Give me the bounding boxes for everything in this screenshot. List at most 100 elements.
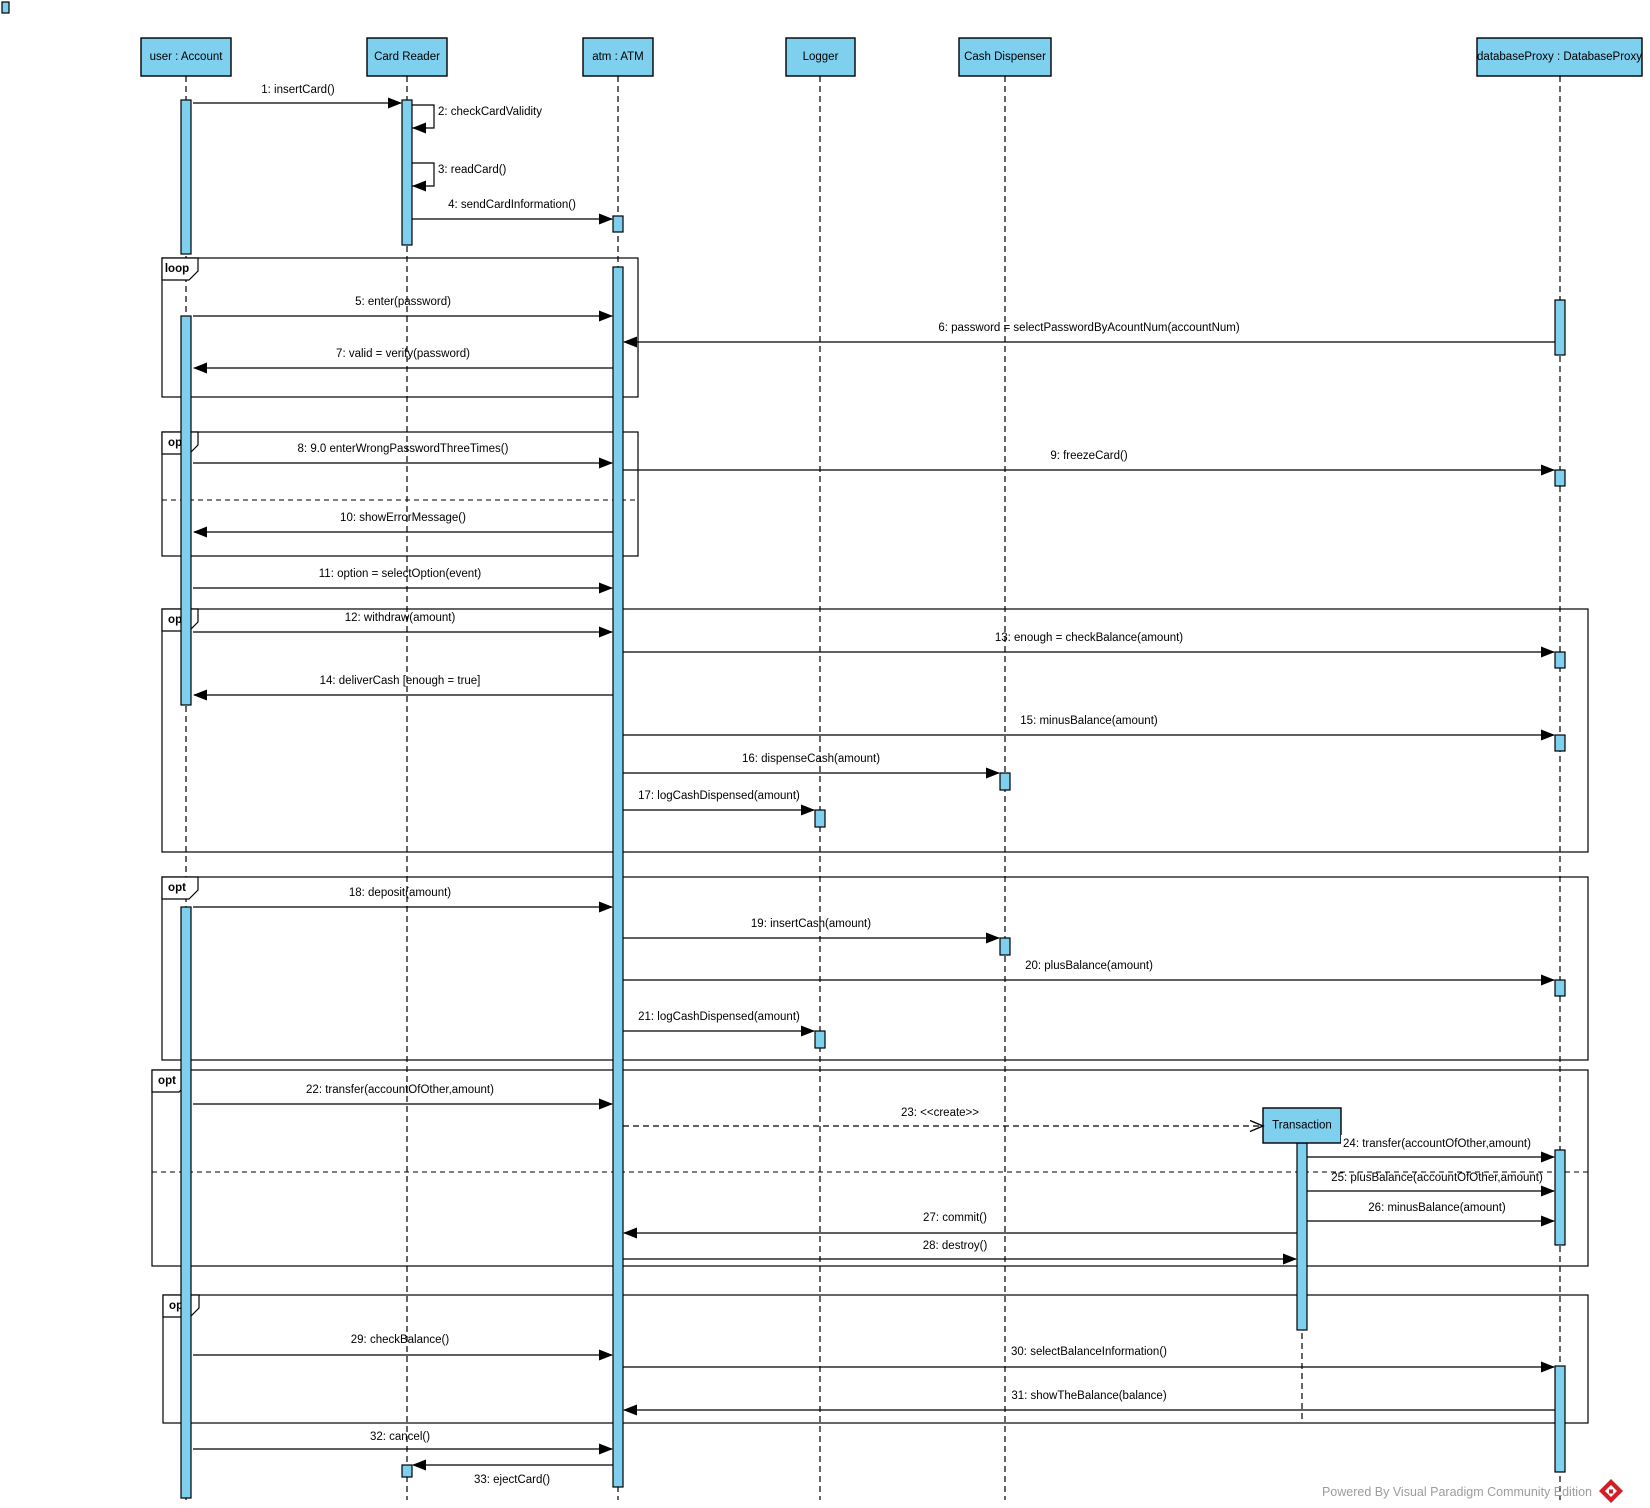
message-29-label: 29: checkBalance() bbox=[351, 1334, 450, 1346]
lifeline-logger[interactable]: Logger bbox=[785, 37, 856, 77]
activation-database-proxy-13[interactable] bbox=[1554, 651, 1566, 669]
message-9[interactable]: 9: freezeCard() bbox=[623, 450, 1555, 476]
message-1[interactable]: 1: insertCard() bbox=[193, 84, 402, 109]
message-31[interactable]: 31: showTheBalance(balance) bbox=[623, 1390, 1555, 1416]
message-25[interactable]: 25: plusBalance(accountOfOther,amount) bbox=[1307, 1172, 1555, 1197]
activation-database-proxy-16[interactable] bbox=[1554, 1149, 1566, 1246]
activation-cash-dispenser-9[interactable] bbox=[999, 772, 1011, 791]
visual-paradigm-logo-icon bbox=[1599, 1479, 1623, 1503]
message-21-label: 21: logCashDispensed(amount) bbox=[638, 1011, 800, 1023]
message-14-label: 14: deliverCash [enough = true] bbox=[320, 675, 481, 687]
message-7[interactable]: 7: valid = verify(password) bbox=[193, 348, 613, 374]
message-22-label: 22: transfer(accountOfOther,amount) bbox=[306, 1084, 494, 1096]
lifeline-card-reader[interactable]: Card Reader bbox=[366, 37, 448, 77]
message-7-label: 7: valid = verify(password) bbox=[336, 348, 470, 360]
message-30-label: 30: selectBalanceInformation() bbox=[1011, 1346, 1167, 1358]
lifeline-atm[interactable]: atm : ATM bbox=[582, 37, 654, 77]
message-11[interactable]: 11: option = selectOption(event) bbox=[193, 568, 613, 594]
activation-logger-7[interactable] bbox=[814, 809, 826, 828]
message-13[interactable]: 13: enough = checkBalance(amount) bbox=[623, 632, 1555, 658]
message-19[interactable]: 19: insertCash(amount) bbox=[623, 918, 1000, 944]
lifeline-user[interactable]: user : Account bbox=[140, 37, 232, 77]
lifeline-label: Logger bbox=[803, 51, 839, 63]
lifeline-label: Cash Dispenser bbox=[964, 51, 1046, 63]
message-18[interactable]: 18: deposit(amount) bbox=[193, 887, 613, 913]
message-29[interactable]: 29: checkBalance() bbox=[193, 1334, 613, 1361]
message-17[interactable]: 17: logCashDispensed(amount) bbox=[623, 790, 815, 816]
lifeline-database-proxy[interactable]: databaseProxy : DatabaseProxy bbox=[1476, 37, 1643, 77]
message-5[interactable]: 5: enter(password) bbox=[193, 296, 613, 322]
message-32-label: 32: cancel() bbox=[370, 1431, 430, 1443]
message-4-label: 4: sendCardInformation() bbox=[448, 199, 576, 211]
activation-atm-6[interactable] bbox=[612, 266, 624, 1488]
message-15[interactable]: 15: minusBalance(amount) bbox=[623, 715, 1555, 741]
message-24[interactable]: 24: transfer(accountOfOther,amount) bbox=[1307, 1135, 1555, 1163]
message-33[interactable]: 33: ejectCard() bbox=[412, 1459, 613, 1487]
message-3[interactable]: 3: readCard() bbox=[412, 162, 507, 192]
activation-transaction-18[interactable] bbox=[1296, 1142, 1308, 1331]
message-20[interactable]: 20: plusBalance(amount) bbox=[623, 960, 1555, 986]
message-3-label: 3: readCard() bbox=[438, 164, 507, 176]
activation-cash-dispenser-10[interactable] bbox=[999, 937, 1011, 956]
activation-database-proxy-15[interactable] bbox=[1554, 979, 1566, 997]
message-22[interactable]: 22: transfer(accountOfOther,amount) bbox=[193, 1084, 613, 1110]
message-10[interactable]: 10: showErrorMessage() bbox=[193, 512, 613, 538]
message-9-label: 9: freezeCard() bbox=[1050, 450, 1128, 462]
activation-atm-5[interactable] bbox=[612, 215, 624, 233]
message-6[interactable]: 6: password = selectPasswordByAcountNum(… bbox=[623, 322, 1555, 348]
message-14[interactable]: 14: deliverCash [enough = true] bbox=[193, 675, 613, 701]
frame-loop-0[interactable]: loop bbox=[161, 257, 639, 398]
message-6-label: 6: password = selectPasswordByAcountNum(… bbox=[938, 322, 1240, 334]
message-19-label: 19: insertCash(amount) bbox=[751, 918, 871, 930]
activation-logger-8[interactable] bbox=[814, 1030, 826, 1049]
message-11-label: 11: option = selectOption(event) bbox=[319, 568, 482, 580]
message-31-label: 31: showTheBalance(balance) bbox=[1011, 1390, 1167, 1402]
lifeline-cash-dispenser[interactable]: Cash Dispenser bbox=[958, 37, 1052, 77]
message-12-label: 12: withdraw(amount) bbox=[345, 612, 456, 624]
activation-database-proxy-11[interactable] bbox=[1554, 299, 1566, 356]
lifeline-label: atm : ATM bbox=[592, 51, 644, 63]
activation-database-proxy-14[interactable] bbox=[1554, 734, 1566, 752]
powered-by-text: Powered By Visual Paradigm Community Edi… bbox=[1322, 1485, 1592, 1499]
lifeline-transaction[interactable]: Transaction bbox=[1262, 1107, 1342, 1144]
message-20-label: 20: plusBalance(amount) bbox=[1025, 960, 1153, 972]
message-8[interactable]: 8: 9.0 enterWrongPasswordThreeTimes() bbox=[193, 443, 613, 469]
message-25-label: 25: plusBalance(accountOfOther,amount) bbox=[1331, 1172, 1543, 1184]
lifeline-label: user : Account bbox=[150, 51, 224, 63]
message-16[interactable]: 16: dispenseCash(amount) bbox=[623, 753, 1000, 779]
lifeline-label: Transaction bbox=[1272, 1120, 1332, 1132]
message-2[interactable]: 2: checkCardValidity bbox=[412, 104, 542, 134]
message-26[interactable]: 26: minusBalance(amount) bbox=[1307, 1202, 1555, 1227]
lifeline-label: databaseProxy : DatabaseProxy bbox=[1477, 51, 1642, 63]
message-32[interactable]: 32: cancel() bbox=[193, 1431, 613, 1455]
message-12[interactable]: 12: withdraw(amount) bbox=[193, 612, 613, 638]
message-15-label: 15: minusBalance(amount) bbox=[1020, 715, 1158, 727]
message-18-label: 18: deposit(amount) bbox=[349, 887, 451, 899]
activation-user-1[interactable] bbox=[180, 315, 192, 706]
activation-user-2[interactable] bbox=[180, 906, 192, 1499]
powered-by: Powered By Visual Paradigm Community Edi… bbox=[1322, 1479, 1623, 1503]
message-23[interactable]: 23: <<create>> bbox=[623, 1107, 1265, 1133]
message-30[interactable]: 30: selectBalanceInformation() bbox=[623, 1346, 1555, 1373]
message-21[interactable]: 21: logCashDispensed(amount) bbox=[623, 1011, 815, 1037]
message-5-label: 5: enter(password) bbox=[355, 296, 451, 308]
frame-opt-4[interactable]: opt bbox=[151, 1069, 1589, 1267]
message-17-label: 17: logCashDispensed(amount) bbox=[638, 790, 800, 802]
stray-activation-shape[interactable] bbox=[1, 1, 10, 14]
message-1-label: 1: insertCard() bbox=[261, 84, 335, 96]
activation-database-proxy-17[interactable] bbox=[1554, 1365, 1566, 1473]
frame-label: opt bbox=[168, 882, 186, 894]
frame-label: loop bbox=[165, 263, 189, 275]
activation-database-proxy-12[interactable] bbox=[1554, 469, 1566, 487]
message-27[interactable]: 27: commit() bbox=[623, 1212, 1297, 1239]
message-4[interactable]: 4: sendCardInformation() bbox=[412, 199, 613, 225]
message-28[interactable]: 28: destroy() bbox=[623, 1240, 1297, 1265]
frame-label: opt bbox=[158, 1075, 176, 1087]
frame-opt-3[interactable]: opt bbox=[161, 876, 1589, 1061]
activation-card-reader-4[interactable] bbox=[401, 1464, 413, 1478]
activation-user-0[interactable] bbox=[180, 99, 192, 255]
activation-card-reader-3[interactable] bbox=[401, 99, 413, 246]
